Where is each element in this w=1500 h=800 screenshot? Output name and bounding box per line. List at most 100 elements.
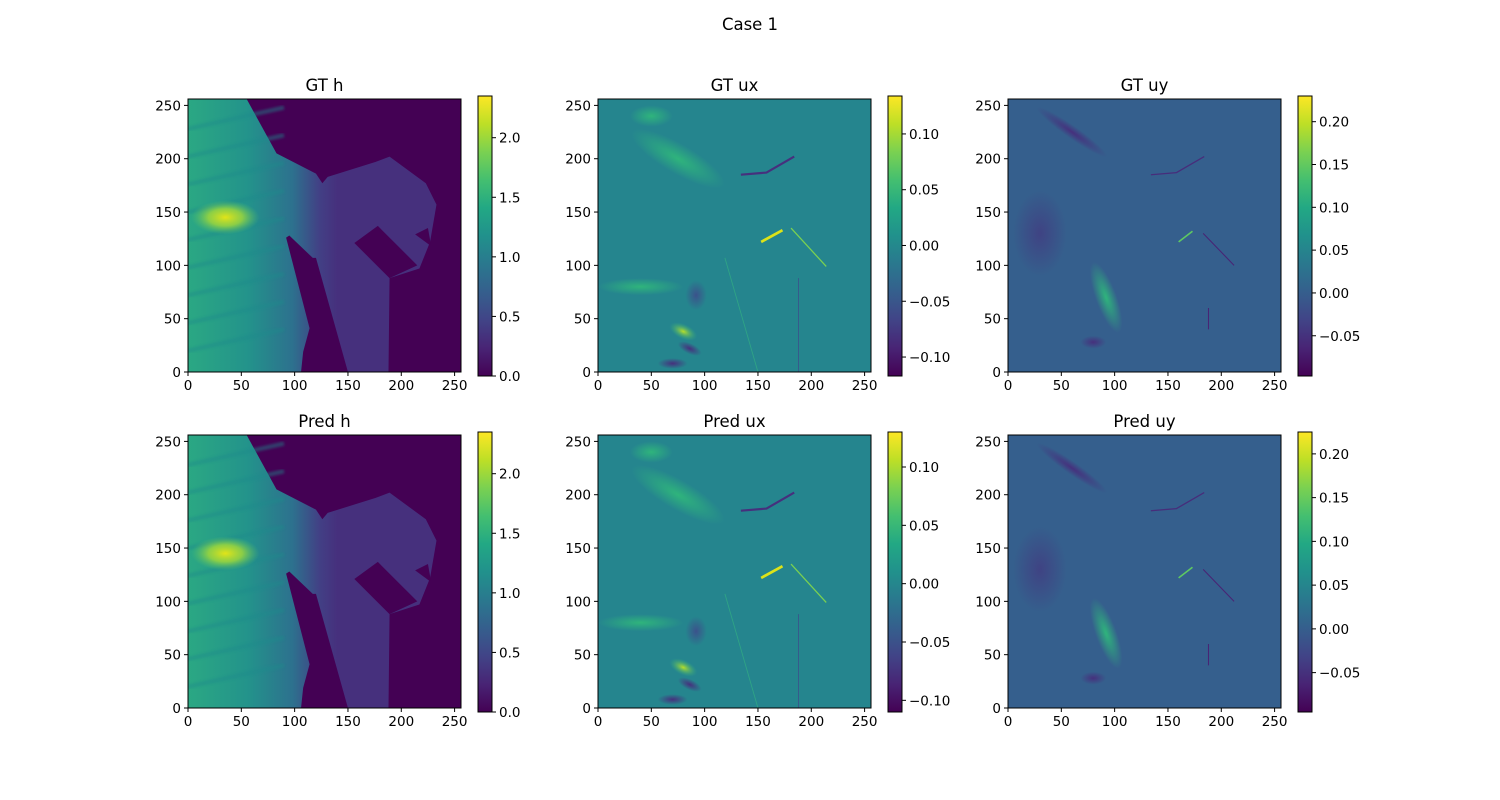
flow-band — [598, 278, 684, 296]
panel-gt-uy: GT uy 0 50 100 150 200 250 0 50 100 150 200 250 −0.05… — [975, 76, 1360, 394]
negative-streak — [1150, 492, 1205, 512]
y-tick-label: 0 — [992, 365, 1001, 381]
y-tick-label: 250 — [565, 434, 591, 450]
positive-streak — [760, 564, 784, 580]
negative-blob — [657, 358, 688, 369]
y-tick-label: 150 — [155, 205, 181, 221]
panel-gt-h: GT h 0 50 100 150 200 250 0 50 100 150 200 250 0.0 0.5… — [155, 76, 520, 394]
positive-streak — [790, 227, 827, 267]
positive-blob — [669, 322, 698, 341]
x-tick-label: 250 — [1262, 714, 1288, 730]
y-tick-label: 250 — [975, 434, 1001, 450]
wave-band — [188, 496, 285, 523]
y-tick-label: 150 — [565, 541, 591, 557]
jetty-region — [354, 561, 418, 615]
axes-frame — [187, 434, 462, 709]
negative-blob — [685, 280, 707, 311]
wave-band — [188, 133, 285, 159]
colorbar — [887, 95, 903, 377]
colorbar-tick-label: 0.00 — [1319, 622, 1349, 638]
colorbar — [1297, 95, 1313, 377]
colorbar-tick-label: 0.20 — [1319, 115, 1349, 131]
y-tick-label: 150 — [975, 205, 1001, 221]
heatmap-image — [188, 435, 461, 708]
panel-title: GT h — [306, 76, 344, 95]
y-tick-label: 100 — [565, 594, 591, 610]
axes-frame — [597, 98, 872, 373]
negative-blob — [677, 341, 702, 356]
axes-frame — [187, 98, 462, 373]
x-tick-label: 100 — [282, 378, 308, 394]
x-tick-label: 0 — [594, 378, 603, 394]
x-tick-label: 0 — [594, 714, 603, 730]
colorbar-tick-label: 1.5 — [499, 526, 520, 542]
y-tick-label: 50 — [164, 312, 181, 328]
colorbar-tick-label: −0.05 — [909, 294, 950, 310]
jetty-region — [354, 225, 418, 279]
negative-blob — [677, 677, 702, 692]
x-tick-label: 100 — [1102, 714, 1128, 730]
wave-band — [188, 635, 285, 662]
y-tick-label: 250 — [155, 98, 181, 114]
axes-frame — [1007, 98, 1282, 373]
y-tick-label: 50 — [164, 648, 181, 664]
axes-frame — [597, 434, 872, 709]
colorbar-tick-label: 0.10 — [909, 460, 939, 476]
y-tick-label: 0 — [582, 365, 591, 381]
heatmap-image — [598, 99, 871, 372]
colorbar-tick-label: 0.0 — [499, 705, 520, 721]
wave-band — [188, 327, 285, 353]
y-tick-label: 50 — [984, 648, 1001, 664]
colorbar-tick-label: −0.05 — [1319, 666, 1360, 682]
x-tick-label: 250 — [442, 378, 468, 394]
x-tick-label: 0 — [184, 714, 193, 730]
flow-band — [631, 465, 725, 525]
x-tick-label: 200 — [1208, 714, 1234, 730]
y-tick-label: 150 — [155, 541, 181, 557]
x-tick-label: 200 — [798, 378, 824, 394]
negative-streak — [1036, 443, 1108, 494]
panel-pred-ux: Pred ux 0 50 100 150 200 250 0 50 100 150 200 250 −0.… — [565, 412, 950, 730]
colorbar-tick-label: 0.10 — [1319, 534, 1349, 550]
heatmap-image — [1008, 435, 1281, 708]
y-tick-label: 200 — [565, 152, 591, 168]
y-tick-label: 50 — [574, 312, 591, 328]
positive-blob — [669, 658, 698, 677]
heatmap-image — [598, 435, 871, 708]
x-tick-label: 50 — [1053, 378, 1070, 394]
panel-pred-h: Pred h 0 50 100 150 200 250 0 50 100 150 200 250 0.0 0… — [155, 412, 520, 730]
x-tick-label: 150 — [745, 378, 771, 394]
high-depth-spot — [191, 536, 260, 571]
panel-pred-uy: Pred uy 0 50 100 150 200 250 0 50 100 150 200 250 −0.… — [975, 412, 1360, 730]
y-tick-label: 250 — [565, 98, 591, 114]
x-tick-label: 0 — [184, 378, 193, 394]
wave-band — [188, 663, 285, 689]
colorbar — [477, 95, 493, 377]
colorbar — [477, 431, 493, 713]
x-tick-label: 100 — [692, 714, 718, 730]
flow-band — [598, 614, 684, 632]
positive-blob — [1089, 262, 1123, 333]
y-tick-label: 0 — [172, 365, 181, 381]
panel-title: Pred ux — [703, 412, 765, 431]
negative-streak — [740, 491, 795, 512]
colorbar-tick-label: 1.0 — [499, 250, 520, 266]
x-tick-label: 150 — [335, 378, 361, 394]
negative-streak — [1036, 107, 1108, 158]
panel-title: Pred h — [298, 412, 350, 431]
x-tick-label: 250 — [852, 378, 878, 394]
colorbar-tick-label: 0.5 — [499, 645, 520, 661]
x-tick-label: 150 — [335, 714, 361, 730]
notch-region — [415, 228, 432, 247]
wave-band — [188, 299, 285, 326]
panel-title: GT uy — [1121, 76, 1169, 95]
y-tick-label: 200 — [975, 488, 1001, 504]
x-tick-label: 150 — [745, 714, 771, 730]
y-tick-label: 250 — [155, 434, 181, 450]
positive-streak — [760, 228, 784, 244]
wave-band — [188, 244, 285, 270]
x-tick-label: 250 — [852, 714, 878, 730]
colorbar-tick-label: 0.15 — [1319, 491, 1349, 507]
x-tick-label: 50 — [643, 378, 660, 394]
colorbar-tick-label: 0.00 — [909, 238, 939, 254]
